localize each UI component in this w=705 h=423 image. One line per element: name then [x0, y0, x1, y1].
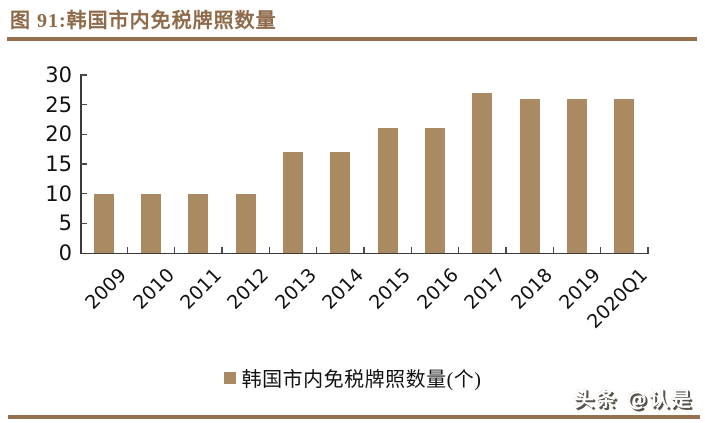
y-axis-tick	[80, 222, 87, 225]
y-axis-tick	[80, 103, 87, 106]
x-axis-tick	[363, 247, 365, 253]
figure-title: 图 91:韩国市内免税牌照数量	[10, 10, 277, 32]
x-axis-label-2015: 2015	[365, 264, 416, 314]
bar-2016	[425, 128, 445, 253]
chart-legend: 韩国市内免税牌照数量(个)	[0, 363, 705, 392]
bar-2010	[141, 193, 161, 253]
y-axis-tick-label: 15	[45, 152, 72, 176]
x-axis-tick	[505, 247, 507, 253]
y-axis-tick	[80, 133, 87, 136]
bar-2017	[472, 92, 493, 253]
x-axis-tick	[552, 247, 555, 253]
bar-2013	[283, 152, 303, 253]
bar-2020Q1	[614, 98, 635, 253]
x-axis-tick	[457, 247, 460, 253]
x-axis-tick	[126, 247, 129, 253]
x-axis-tick	[315, 247, 318, 253]
y-axis-tick-label: 20	[45, 122, 72, 147]
x-axis-label-2012: 2012	[223, 264, 274, 314]
x-axis-label-2017: 2017	[460, 264, 510, 314]
bar-2018	[519, 98, 540, 253]
x-axis-tick	[268, 247, 271, 253]
x-axis-tick	[599, 247, 602, 253]
x-axis-label-2009: 2009	[81, 264, 132, 314]
x-axis-label-2011: 2011	[176, 264, 226, 314]
bar-2011	[188, 193, 209, 253]
bar-2015	[377, 128, 398, 253]
y-axis-tick-label: 0	[58, 241, 72, 265]
bar-2014	[330, 152, 351, 253]
y-axis-tick-label: 10	[45, 181, 72, 206]
footer-rule	[8, 415, 700, 419]
x-axis-label-2016: 2016	[412, 264, 463, 314]
watermark-text: 头条 @认是	[574, 387, 693, 411]
x-axis-tick	[173, 247, 176, 253]
y-axis-tick-label: 5	[58, 211, 72, 236]
y-axis-tick-label: 25	[45, 92, 72, 117]
bar-2012	[235, 193, 256, 253]
y-axis-tick	[80, 192, 87, 195]
legend-swatch	[223, 371, 236, 384]
x-axis-label-2010: 2010	[128, 264, 179, 314]
x-axis-label-2018: 2018	[507, 264, 558, 314]
y-axis-tick-label: 30	[45, 63, 72, 87]
bar-2019	[567, 98, 587, 253]
bar-2009	[93, 193, 114, 253]
x-axis-label-2014: 2014	[318, 264, 368, 314]
x-axis-line	[80, 252, 649, 254]
x-axis-tick	[410, 247, 413, 253]
title-underline-rule	[7, 37, 697, 41]
legend-label: 韩国市内免税牌照数量(个)	[241, 369, 482, 391]
y-axis-tick	[80, 74, 87, 76]
x-axis-tick	[221, 247, 223, 253]
y-axis-tick	[80, 163, 87, 165]
x-axis-tick	[647, 247, 649, 253]
x-axis-label-2013: 2013	[270, 264, 321, 314]
